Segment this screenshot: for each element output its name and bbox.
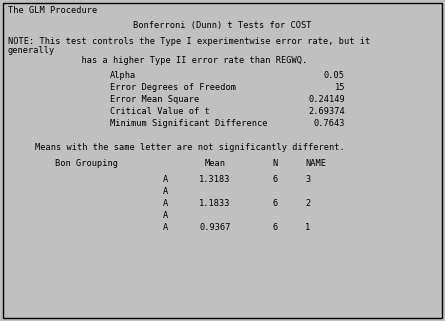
Text: N: N xyxy=(272,159,278,168)
Text: 15: 15 xyxy=(335,83,345,92)
Text: has a higher Type II error rate than REGWQ.: has a higher Type II error rate than REG… xyxy=(8,56,307,65)
Text: A: A xyxy=(162,199,168,208)
Text: Critical Value of t: Critical Value of t xyxy=(110,107,210,116)
Text: Mean: Mean xyxy=(205,159,226,168)
Text: A: A xyxy=(162,211,168,220)
Text: NAME: NAME xyxy=(305,159,326,168)
Text: 3: 3 xyxy=(305,175,310,184)
Text: NOTE: This test controls the Type I experimentwise error rate, but it: NOTE: This test controls the Type I expe… xyxy=(8,37,370,46)
Text: The GLM Procedure: The GLM Procedure xyxy=(8,6,97,15)
Text: generally: generally xyxy=(8,46,55,55)
Text: 1: 1 xyxy=(305,223,310,232)
Text: Error Mean Square: Error Mean Square xyxy=(110,95,199,104)
Text: 0.7643: 0.7643 xyxy=(313,119,345,128)
Text: Alpha: Alpha xyxy=(110,71,136,80)
Text: Error Degrees of Freedom: Error Degrees of Freedom xyxy=(110,83,236,92)
Text: Minimum Significant Difference: Minimum Significant Difference xyxy=(110,119,267,128)
Text: A: A xyxy=(162,175,168,184)
Text: 0.05: 0.05 xyxy=(324,71,345,80)
Text: Means with the same letter are not significantly different.: Means with the same letter are not signi… xyxy=(35,143,345,152)
Text: 0.9367: 0.9367 xyxy=(199,223,231,232)
Text: 6: 6 xyxy=(272,175,278,184)
Text: 6: 6 xyxy=(272,199,278,208)
Text: A: A xyxy=(162,223,168,232)
Text: 2: 2 xyxy=(305,199,310,208)
Text: 2.69374: 2.69374 xyxy=(308,107,345,116)
Text: Bonferroni (Dunn) t Tests for COST: Bonferroni (Dunn) t Tests for COST xyxy=(133,21,311,30)
Text: 1.1833: 1.1833 xyxy=(199,199,231,208)
Text: A: A xyxy=(162,187,168,196)
Text: 0.24149: 0.24149 xyxy=(308,95,345,104)
Text: 6: 6 xyxy=(272,223,278,232)
Text: Bon Grouping: Bon Grouping xyxy=(55,159,118,168)
Text: 1.3183: 1.3183 xyxy=(199,175,231,184)
